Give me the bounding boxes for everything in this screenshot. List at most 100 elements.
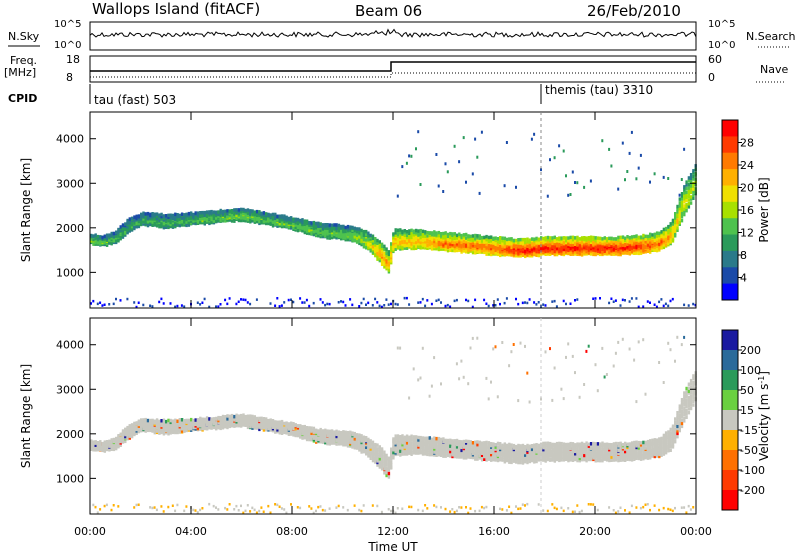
echo-cell bbox=[165, 422, 168, 427]
echo-cell bbox=[689, 179, 693, 183]
echo-cell bbox=[408, 235, 411, 239]
echo-cell bbox=[692, 302, 695, 306]
echo-cell bbox=[183, 219, 186, 223]
echo-cell bbox=[687, 186, 691, 190]
echo-cell bbox=[251, 212, 254, 216]
echo-cell bbox=[660, 230, 663, 234]
echo-cell bbox=[612, 300, 615, 303]
echo-cell bbox=[599, 297, 601, 300]
echo-cell bbox=[128, 229, 131, 233]
echo-cell bbox=[249, 510, 252, 513]
echo-cell bbox=[267, 218, 270, 222]
echo-cell bbox=[303, 429, 306, 433]
echo-cell bbox=[260, 419, 263, 423]
echo-cell bbox=[492, 347, 495, 351]
echo-cell bbox=[262, 425, 266, 430]
echo-cell bbox=[394, 302, 397, 306]
echo-cell bbox=[137, 219, 141, 224]
echo-cell bbox=[501, 246, 504, 250]
echo-cell bbox=[346, 444, 350, 448]
echo-cell bbox=[530, 137, 533, 141]
echo-cell bbox=[608, 301, 611, 305]
echo-cell bbox=[587, 242, 591, 247]
echo-cell bbox=[440, 506, 442, 509]
echo-cell bbox=[158, 426, 161, 430]
echo-cell bbox=[212, 417, 216, 421]
echo-cell bbox=[396, 230, 400, 234]
echo-cell bbox=[433, 450, 436, 454]
echo-cell bbox=[680, 192, 684, 196]
echo-cell bbox=[455, 451, 459, 456]
echo-cell bbox=[362, 442, 366, 447]
echo-cell bbox=[685, 180, 688, 184]
echo-cell bbox=[228, 209, 231, 213]
echo-cell bbox=[508, 252, 511, 257]
echo-cell bbox=[146, 427, 150, 431]
echo-cell bbox=[462, 233, 466, 237]
echo-cell bbox=[346, 227, 350, 231]
echo-cell bbox=[428, 440, 431, 445]
echo-cell bbox=[624, 250, 627, 255]
echo-cell bbox=[683, 210, 686, 214]
echo-cell bbox=[296, 228, 300, 233]
echo-cell bbox=[449, 231, 452, 236]
echo-cell bbox=[174, 423, 177, 427]
echo-cell bbox=[680, 178, 683, 181]
echo-cell bbox=[399, 446, 402, 450]
echo-cell bbox=[433, 356, 436, 360]
echo-cell bbox=[330, 225, 334, 230]
velocity-heatmap bbox=[90, 335, 697, 515]
echo-cell bbox=[383, 262, 386, 266]
echo-cell bbox=[478, 449, 481, 454]
echo-cell bbox=[571, 170, 574, 174]
echo-cell bbox=[360, 241, 363, 245]
echo-cell bbox=[512, 446, 516, 450]
echo-cell bbox=[533, 132, 536, 136]
echo-cell bbox=[219, 416, 222, 420]
echo-cell bbox=[558, 236, 561, 240]
echo-cell bbox=[499, 507, 501, 511]
echo-cell bbox=[201, 212, 204, 217]
echo-cell bbox=[137, 426, 141, 431]
echo-cell bbox=[92, 240, 95, 245]
echo-cell bbox=[215, 422, 218, 426]
echo-cell bbox=[149, 421, 152, 425]
echo-cell bbox=[317, 231, 320, 235]
echo-cell bbox=[417, 231, 420, 235]
echo-cell bbox=[410, 228, 413, 233]
echo-cell bbox=[149, 426, 152, 430]
echo-cell bbox=[390, 462, 393, 467]
echo-cell bbox=[505, 453, 509, 458]
echo-cell bbox=[585, 236, 588, 240]
echo-cell bbox=[265, 426, 268, 430]
echo-cell bbox=[483, 447, 486, 451]
echo-cell bbox=[655, 236, 659, 240]
echo-cell bbox=[251, 209, 254, 213]
echo-cell bbox=[671, 231, 675, 235]
echo-cell bbox=[578, 248, 581, 252]
echo-cell bbox=[683, 191, 686, 195]
echo-cell bbox=[460, 506, 463, 509]
echo-cell bbox=[385, 250, 388, 254]
echo-cell bbox=[233, 508, 236, 511]
echo-cell bbox=[276, 428, 279, 432]
echo-cell bbox=[512, 343, 515, 346]
echo-cell bbox=[440, 242, 443, 246]
echo-cell bbox=[617, 238, 620, 242]
echo-cell bbox=[119, 225, 122, 229]
colorbar-swatch bbox=[722, 169, 738, 186]
echo-cell bbox=[542, 236, 545, 241]
echo-cell bbox=[196, 423, 200, 427]
echo-cell bbox=[126, 297, 129, 301]
echo-cell bbox=[653, 235, 656, 239]
echo-cell bbox=[508, 249, 511, 253]
echo-cell bbox=[565, 250, 568, 254]
echo-cell bbox=[255, 416, 259, 421]
echo-cell bbox=[387, 456, 391, 460]
echo-cell bbox=[658, 246, 661, 251]
echo-cell bbox=[383, 457, 386, 462]
echo-cell bbox=[378, 459, 381, 463]
echo-cell bbox=[405, 296, 408, 300]
echo-cell bbox=[401, 507, 404, 510]
echo-cell bbox=[121, 431, 125, 435]
